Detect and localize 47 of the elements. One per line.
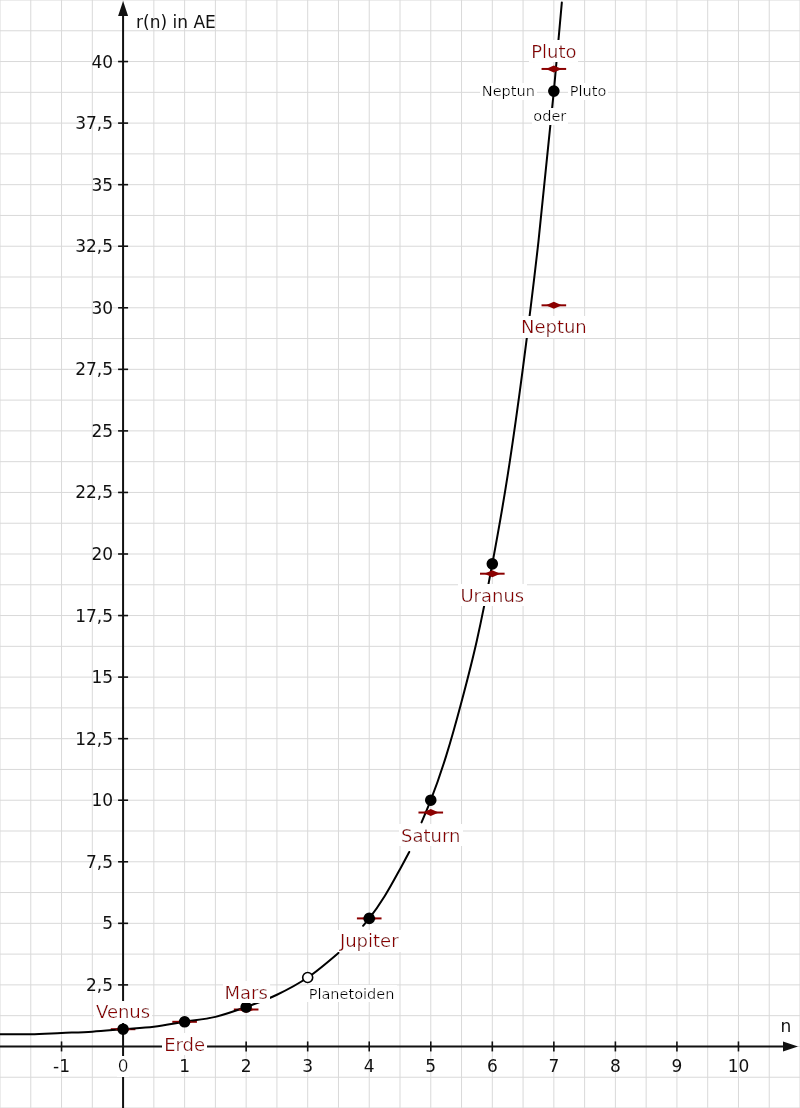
y-tick-label: 10 <box>91 790 114 811</box>
x-tick-label: -1 <box>53 1056 71 1077</box>
x-tick-label: 2 <box>240 1056 252 1077</box>
y-tick-label: 30 <box>91 297 114 318</box>
annotation: Jupiter <box>338 930 400 952</box>
x-tick-label: 5 <box>425 1056 437 1077</box>
annotation: Planetoiden <box>308 985 395 1002</box>
annotation: Uranus <box>460 584 525 606</box>
annotation: Neptun <box>520 316 587 338</box>
x-tick-label: 4 <box>363 1056 375 1077</box>
y-tick-label: 17,5 <box>75 605 114 626</box>
annotation: Neptun <box>481 83 535 100</box>
y-tick-label: 25 <box>91 420 114 441</box>
y-tick-label: 15 <box>91 667 114 688</box>
annotation: Pluto <box>569 83 607 100</box>
y-tick-label: 7,5 <box>86 851 114 872</box>
y-tick-label: 12,5 <box>75 728 114 749</box>
annotation: Saturn <box>401 824 461 846</box>
x-tick-label: 7 <box>548 1056 560 1077</box>
annotation: oder <box>533 108 567 125</box>
y-tick-label: 40 <box>91 51 114 72</box>
point <box>548 85 560 97</box>
x-tick-label: 8 <box>609 1056 621 1077</box>
y-tick-label: 32,5 <box>75 236 114 257</box>
y-tick-label: 27,5 <box>75 359 114 380</box>
x-tick-label: 0 <box>117 1056 129 1077</box>
y-tick-label: 37,5 <box>75 113 114 134</box>
point <box>301 971 314 984</box>
annotation: Erde <box>164 1033 206 1055</box>
x-tick-label: 3 <box>302 1056 314 1077</box>
annotation: Venus <box>95 1001 151 1023</box>
x-tick-label: 10 <box>727 1056 750 1077</box>
x-tick-label: 9 <box>671 1056 683 1077</box>
point <box>424 794 437 807</box>
x-axis-title: n <box>780 1016 792 1037</box>
y-tick-label: 20 <box>91 544 114 564</box>
point <box>240 1001 252 1013</box>
x-tick-label: 6 <box>486 1056 498 1077</box>
y-tick-label: 22,5 <box>75 482 114 503</box>
y-tick-label: 5 <box>102 913 114 934</box>
annotation: Pluto <box>531 40 577 62</box>
y-tick-label: 35 <box>91 174 114 195</box>
y-tick-label: 2,5 <box>86 974 114 995</box>
y-axis-title: r(n) in AE <box>136 12 216 32</box>
point <box>486 558 499 570</box>
x-tick-label: 1 <box>179 1056 191 1077</box>
annotation: Mars <box>224 981 268 1003</box>
